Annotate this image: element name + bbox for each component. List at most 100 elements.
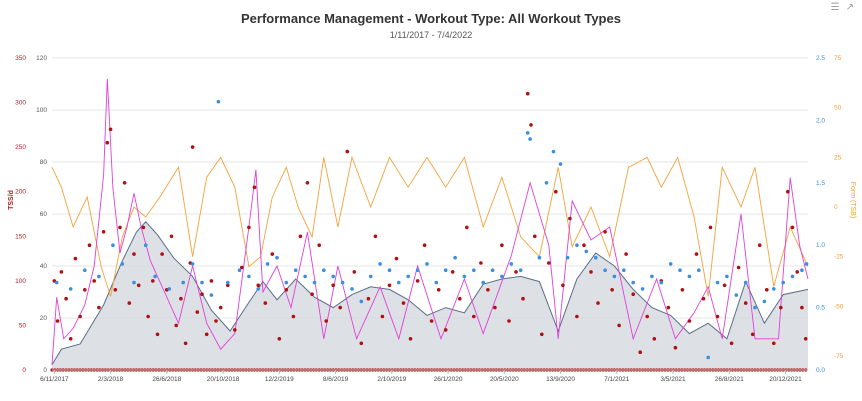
if-point <box>462 274 467 279</box>
x-tick-label: 2/3/2018 <box>98 376 124 383</box>
if-point <box>518 268 523 273</box>
tss-point <box>772 341 776 346</box>
tss-point <box>118 225 122 230</box>
tss-point <box>146 314 150 319</box>
if-point <box>734 293 739 297</box>
tss-point <box>687 319 692 323</box>
tss-tick-label: 350 <box>15 55 26 62</box>
intensity-points <box>54 99 809 360</box>
form-tick-label: -75 <box>834 353 844 360</box>
tss-point <box>387 283 392 288</box>
fitness-tick-label: 100 <box>36 107 47 114</box>
if-point <box>368 274 373 279</box>
tss-point <box>575 314 579 319</box>
if-point <box>525 131 530 135</box>
tss-tick-label: 0 <box>22 367 26 374</box>
if-point <box>397 280 401 285</box>
if-point <box>359 299 364 304</box>
if-point <box>406 274 411 279</box>
tss-point <box>218 305 223 310</box>
tss-point <box>366 296 371 301</box>
tss-point <box>493 305 497 310</box>
tss-point <box>800 305 804 310</box>
tss-point <box>652 337 657 341</box>
if-tick-label: 0.5 <box>816 305 825 312</box>
fatigue-line <box>51 78 809 365</box>
tss-point <box>715 314 720 319</box>
tss-point <box>338 305 343 310</box>
tss-point <box>779 305 783 310</box>
tss-point <box>298 234 303 239</box>
tss-point <box>610 288 614 292</box>
tss-point <box>240 265 244 270</box>
fitness-tick-label: 20 <box>40 315 48 322</box>
chart-title: Performance Management - Workout Type: A… <box>241 11 621 26</box>
tss-point <box>59 270 64 274</box>
tss-point <box>465 225 469 230</box>
tss-point <box>645 314 649 319</box>
tss-point <box>568 216 572 221</box>
if-point <box>725 274 729 279</box>
tss-point <box>547 261 551 265</box>
fitness-series <box>51 221 809 370</box>
tss-point <box>324 319 329 323</box>
tss-point <box>359 341 364 346</box>
tss-point <box>479 261 483 265</box>
if-point <box>120 262 125 266</box>
if-point <box>706 355 710 360</box>
if-point <box>659 280 664 285</box>
tss-point <box>200 292 204 297</box>
chart-subtitle: 1/11/2017 - 7/4/2022 <box>389 30 473 40</box>
tss-point <box>415 279 420 283</box>
tss-point <box>92 279 96 283</box>
if-point <box>593 255 598 260</box>
tss-point <box>97 305 101 310</box>
if-point <box>209 293 214 297</box>
x-tick-label: 12/2/2019 <box>265 376 294 383</box>
tss-point <box>136 283 141 288</box>
tss-point <box>429 319 434 323</box>
if-point <box>631 280 635 285</box>
tss-point <box>708 225 713 230</box>
tss-point <box>331 283 336 288</box>
tss-point <box>113 288 118 292</box>
tss-points <box>50 91 808 372</box>
hamburger-menu-icon[interactable]: ☰ <box>830 2 840 13</box>
tss-point <box>291 314 296 319</box>
fitness-tick-label: 80 <box>40 159 48 166</box>
if-point <box>167 287 171 291</box>
if-point <box>331 274 336 279</box>
tss-point <box>179 296 183 301</box>
tss-point <box>722 283 727 288</box>
if-point <box>790 274 795 279</box>
if-point <box>640 287 645 291</box>
tss-point <box>514 270 518 274</box>
expand-icon[interactable]: ↗ <box>845 2 854 13</box>
if-point <box>781 280 785 285</box>
tss-point <box>472 314 476 319</box>
if-point <box>443 268 448 273</box>
fitness-area <box>52 221 808 370</box>
tss-tick-label: 300 <box>15 100 26 107</box>
tss-tick-label: 50 <box>19 322 27 329</box>
tss-point <box>73 256 78 261</box>
tss-point <box>256 283 261 288</box>
tss-point <box>694 252 699 256</box>
fitness-line <box>51 221 809 366</box>
form-axis-label: Form (TSB) <box>849 182 856 219</box>
if-point <box>697 268 701 273</box>
tss-tick-label: 250 <box>15 144 26 151</box>
if-point <box>558 162 563 166</box>
if-point <box>565 255 570 260</box>
tss-point <box>226 283 230 288</box>
if-point <box>551 149 556 154</box>
if-tick-label: 2.5 <box>816 55 825 62</box>
tss-point <box>83 288 87 292</box>
if-point <box>804 262 809 266</box>
if-point <box>715 280 720 285</box>
if-point <box>237 268 242 273</box>
if-point <box>500 274 504 279</box>
tss-point <box>190 145 195 149</box>
form-tick-label: 50 <box>834 105 842 112</box>
tss-point <box>87 243 92 247</box>
